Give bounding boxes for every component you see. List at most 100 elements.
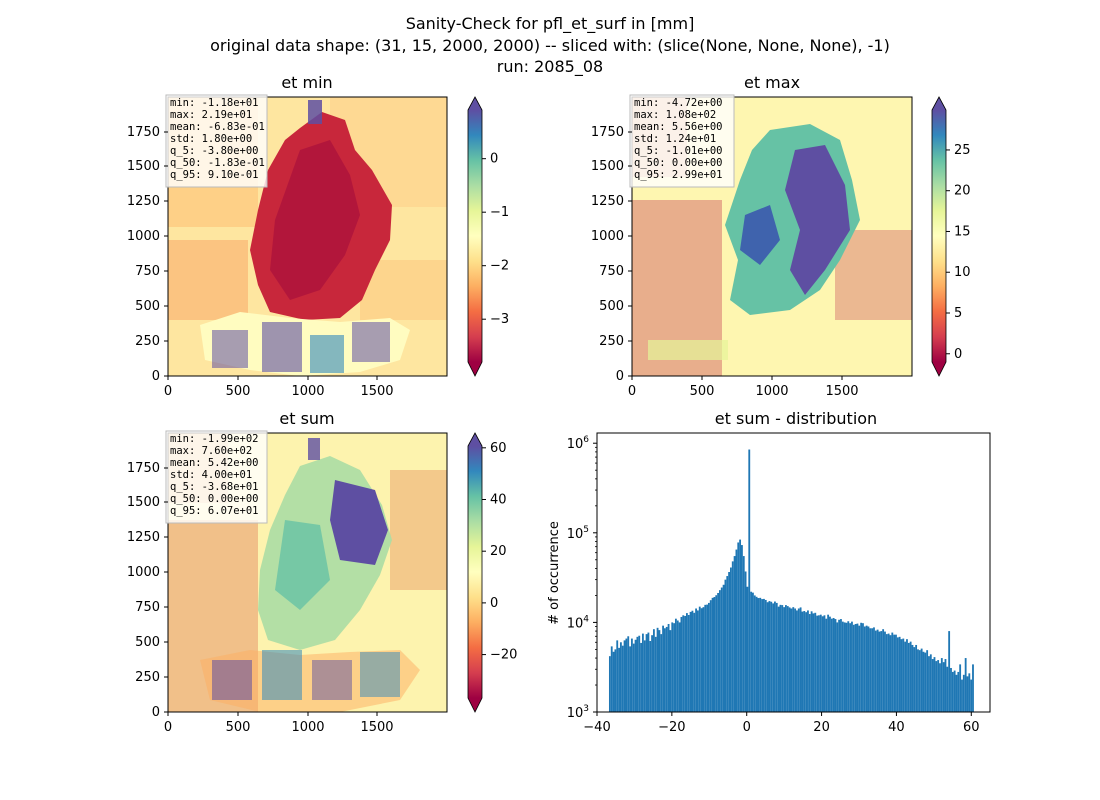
x-tick-label: 1000 — [755, 384, 788, 399]
y-tick-label: 1000 — [127, 229, 160, 244]
histogram-bar — [928, 656, 930, 712]
y-tick-label: 250 — [599, 334, 624, 349]
histogram-bar — [682, 615, 685, 712]
histogram-bar — [898, 636, 901, 712]
histogram-bar — [940, 658, 943, 712]
histogram-bar — [768, 601, 771, 712]
histogram-bar — [889, 635, 892, 712]
x-tick-label: 60 — [963, 720, 980, 735]
histogram-bar — [763, 598, 765, 712]
x-tick-label: 1000 — [291, 384, 324, 399]
histogram-bar — [759, 597, 762, 712]
x-tick-label: 0 — [164, 384, 172, 399]
histogram-bar — [689, 611, 692, 712]
histogram-bar — [733, 556, 736, 712]
histogram-bar — [917, 649, 919, 712]
histogram-bar — [931, 659, 934, 712]
histogram-bar — [847, 621, 850, 712]
y-tick-label: 500 — [599, 299, 624, 314]
y-tick-label: 1750 — [591, 125, 624, 140]
histogram-bar — [709, 600, 712, 712]
histogram-bar — [708, 602, 710, 712]
stat-line: q_95: 6.07e+01 — [170, 505, 259, 517]
histogram-bar — [755, 596, 758, 712]
histogram-bar — [764, 599, 767, 712]
histogram-bar — [915, 644, 918, 712]
histogram-bar — [656, 627, 659, 712]
histogram-bar — [770, 601, 773, 712]
stat-line: mean: 5.56e+00 — [634, 121, 723, 133]
histogram-bar — [959, 664, 962, 712]
panel-et-min: et min min: -1.18e+01 max: 2.19e+01 mean… — [127, 73, 509, 399]
stat-line: q_95: 9.10e-01 — [170, 169, 259, 181]
histogram-bar — [673, 623, 675, 712]
histogram-bar — [634, 639, 637, 712]
stat-line: max: 7.60e+02 — [170, 445, 252, 457]
histogram-bar — [783, 607, 786, 712]
y-axis: 103 104 105 106 — [567, 435, 597, 721]
histogram-bar — [869, 628, 872, 712]
histogram-bar — [766, 602, 769, 712]
histogram-bar — [629, 646, 631, 712]
y-tick-label: 750 — [135, 264, 160, 279]
histogram-bar — [865, 625, 868, 712]
y-tick-label: 250 — [135, 670, 160, 685]
stat-line: q_5: -3.80e+00 — [170, 145, 259, 157]
panel-et-sum: et sum min: -1.99e+02 max: 7.60e+02 mean… — [127, 409, 518, 735]
stat-line: std: 1.24e+01 — [634, 133, 716, 145]
histogram-bar — [812, 613, 815, 712]
histogram-bar — [792, 607, 795, 712]
histogram-bar — [684, 615, 686, 712]
stat-line: max: 1.08e+02 — [634, 109, 716, 121]
colorbar-tick-label: −1 — [490, 205, 509, 220]
histogram-bar — [618, 647, 620, 712]
histogram-bar — [693, 612, 696, 712]
histogram-bar — [625, 638, 628, 712]
histogram-bar — [739, 539, 742, 712]
histogram-bar — [691, 610, 694, 712]
x-tick-label: 0 — [743, 720, 751, 735]
histogram-bar — [687, 614, 690, 712]
histogram-bar — [860, 622, 863, 712]
colorbar-tick-label: −3 — [490, 312, 509, 327]
histogram-bar — [874, 630, 877, 712]
histogram-bar — [970, 679, 973, 712]
stat-line: std: 4.00e+01 — [170, 469, 252, 481]
histogram-bar — [614, 649, 617, 712]
y-tick-label: 1250 — [127, 194, 160, 209]
histogram-bar — [913, 647, 916, 712]
histogram-bar — [621, 645, 624, 712]
stats-box: min: -1.99e+02 max: 7.60e+02 mean: 5.42e… — [165, 430, 268, 524]
y-tick-label: 250 — [135, 334, 160, 349]
histogram-bar — [744, 571, 747, 712]
histogram-bar — [832, 617, 835, 712]
histogram-bar — [834, 619, 837, 712]
histogram-bar — [746, 586, 749, 712]
y-tick-label: 750 — [599, 264, 624, 279]
histogram-bar — [757, 598, 760, 712]
chart-title: et sum - distribution — [715, 409, 877, 428]
x-tick-label: 1500 — [360, 384, 393, 399]
histogram-bar — [825, 618, 828, 712]
histogram-bar — [900, 639, 903, 712]
histogram-bar — [640, 642, 642, 712]
histogram-bar — [843, 622, 846, 712]
histogram-bar — [796, 610, 798, 712]
histogram-bar — [814, 612, 817, 712]
y-tick-label: 104 — [567, 614, 590, 631]
histogram-bar — [697, 610, 699, 712]
histogram-bar — [608, 656, 611, 712]
histogram-bar — [779, 604, 782, 712]
histogram-bar — [909, 641, 912, 712]
y-tick-label: 1500 — [127, 159, 160, 174]
y-tick-label: 500 — [135, 299, 160, 314]
stat-line: q_50: 0.00e+00 — [634, 157, 723, 169]
histogram-bar — [838, 619, 841, 712]
panel-et-max: et max min: -4.72e+00 max: 1.08e+02 mean… — [591, 73, 971, 399]
histogram-bar — [856, 623, 859, 712]
histogram-bar — [924, 652, 927, 712]
histogram-bar — [808, 614, 811, 712]
histogram-bar — [728, 572, 730, 712]
panel-title: et max — [744, 73, 800, 92]
panel-title: et min — [281, 73, 332, 92]
